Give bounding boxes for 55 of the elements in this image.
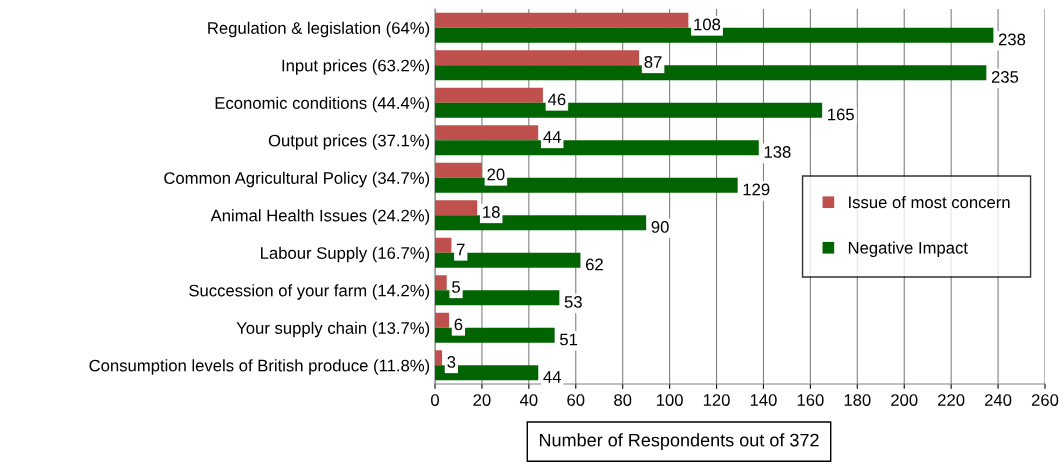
bar — [435, 87, 543, 103]
x-tick-label: 240 — [985, 394, 1012, 406]
y-tick-label: Your supply chain (13.7%) — [236, 321, 430, 338]
y-tick-label: Succession of your farm (14.2%) — [189, 284, 430, 300]
y-tick-label: Economic conditions (44.4%) — [215, 96, 430, 113]
y-tick-label: Output prices (37.1%) — [268, 134, 430, 150]
data-label: 129 — [743, 183, 770, 196]
x-tick-label: 120 — [703, 394, 730, 406]
y-tick-label: Consumption levels of British produce (11.8%) — [89, 359, 430, 375]
bar — [435, 162, 482, 178]
y-tick-label: Common Agricultural Policy (34.7%) — [164, 171, 430, 188]
y-tick-label: Input prices (63.2%) — [282, 59, 430, 75]
x-tick-label: 260 — [1031, 394, 1059, 406]
data-label: 165 — [828, 108, 854, 121]
bar — [435, 275, 447, 291]
data-label: 51 — [560, 333, 578, 346]
x-tick-label: 140 — [750, 394, 777, 406]
legend-label: Issue of most concern — [849, 195, 1010, 209]
x-axis-title: Number of Respondents out of 372 — [539, 433, 819, 451]
y-tick-label: Labour Supply (16.7%) — [261, 246, 430, 263]
bar — [435, 237, 452, 253]
data-label: 46 — [548, 93, 566, 106]
y-tick-label: Regulation & legislation (64%) — [208, 21, 430, 38]
x-tick-label: 80 — [614, 394, 632, 406]
bar — [435, 50, 640, 66]
x-tick-label: 20 — [473, 394, 491, 406]
bar — [435, 350, 443, 366]
x-tick-label: 220 — [938, 394, 965, 406]
data-label: 6 — [454, 318, 463, 331]
data-label: 138 — [764, 146, 791, 158]
data-label: 238 — [998, 33, 1026, 46]
data-label: 20 — [487, 168, 505, 181]
data-label: 7 — [456, 243, 465, 256]
x-tick-label: 200 — [891, 394, 918, 406]
data-label: 44 — [543, 371, 561, 383]
bar — [435, 312, 450, 328]
x-tick-label: 40 — [519, 394, 538, 406]
data-label: 53 — [564, 296, 582, 308]
data-label: 5 — [452, 281, 460, 293]
x-tick-label: 60 — [567, 394, 585, 406]
data-label: 62 — [586, 258, 603, 271]
x-tick-label: 100 — [656, 394, 683, 406]
data-label: 87 — [644, 56, 662, 68]
x-tick-label: 160 — [797, 394, 824, 406]
data-label: 90 — [651, 221, 669, 233]
data-label: 108 — [694, 18, 721, 31]
legend-label: Negative Impact — [848, 241, 968, 258]
x-tick-label: 180 — [844, 394, 871, 406]
data-label: 18 — [483, 206, 500, 218]
data-label: 235 — [991, 71, 1019, 83]
data-label: 3 — [447, 356, 456, 368]
bar — [435, 125, 539, 141]
y-tick-label: Animal Health Issues (24.2%) — [210, 209, 430, 225]
x-tick-label: 0 — [431, 394, 439, 406]
data-label: 44 — [543, 131, 561, 143]
